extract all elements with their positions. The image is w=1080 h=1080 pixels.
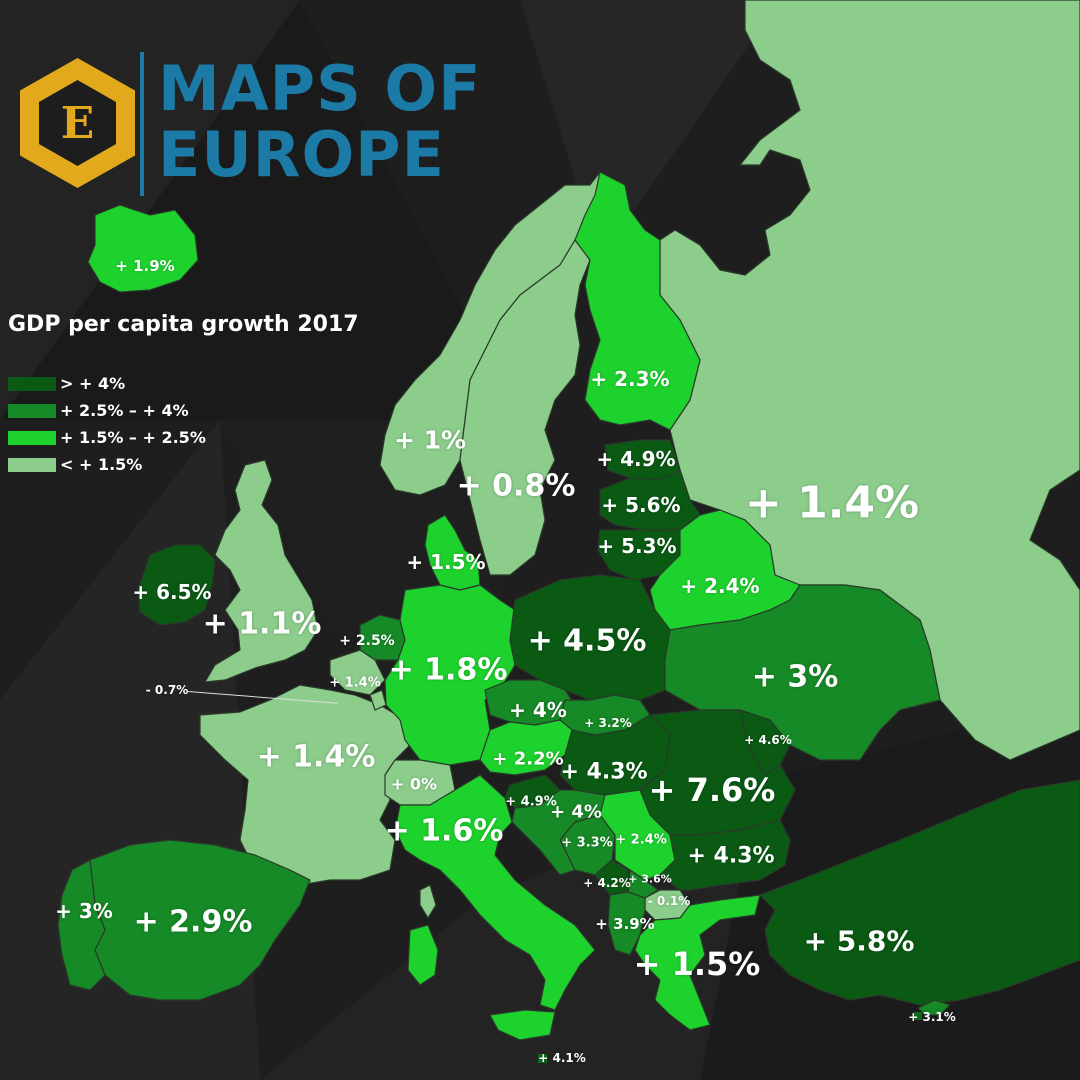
label-belgium: + 1.4%: [329, 675, 381, 691]
label-hungary: + 4.3%: [560, 759, 648, 785]
country-sweden: [459, 239, 591, 576]
label-lithuania: + 5.3%: [597, 534, 677, 558]
country-bulgaria: [659, 819, 791, 891]
label-czech-republic: + 4%: [509, 698, 567, 722]
country-belgium: [329, 649, 386, 696]
logo-title-line2: EUROPE: [158, 118, 445, 191]
island-corsica: [419, 884, 437, 919]
label-russia: + 1.4%: [744, 477, 920, 529]
label-greece: + 1.5%: [633, 945, 761, 983]
country-finland: [574, 171, 701, 431]
label-romania: + 7.6%: [648, 771, 776, 809]
label-luxembourg: - 0.7%: [145, 683, 189, 697]
label-estonia: + 4.9%: [596, 447, 676, 471]
label-moldova: + 4.6%: [744, 733, 792, 747]
legend-swatch: [8, 376, 56, 391]
label-netherlands: + 2.5%: [339, 633, 395, 649]
legend: > + 4% + 2.5% – + 4% + 1.5% – + 2.5% < + 1.…: [8, 370, 206, 478]
legend-label: < + 1.5%: [60, 455, 143, 474]
label-portugal: + 3%: [55, 899, 113, 923]
label-slovenia: + 4.9%: [505, 794, 557, 810]
legend-label: > + 4%: [60, 374, 126, 393]
legend-item: + 1.5% – + 2.5%: [8, 424, 206, 451]
label-north-macedonia: - 0.1%: [647, 894, 691, 908]
label-cyprus: + 3.1%: [908, 1010, 956, 1024]
label-denmark: + 1.5%: [406, 550, 486, 574]
label-malta: + 4.1%: [538, 1051, 586, 1065]
cyprus-marker: [914, 1012, 922, 1020]
logo-emblem-letter: E: [61, 98, 95, 149]
country-poland: [509, 574, 671, 701]
logo-title-line1: MAPS OF: [158, 52, 482, 125]
label-austria: + 2.2%: [492, 748, 564, 770]
label-poland: + 4.5%: [527, 623, 647, 659]
label-switzerland: + 0%: [390, 774, 438, 794]
country-turkey: [759, 779, 1080, 1006]
label-bulgaria: + 4.3%: [687, 843, 775, 869]
legend-swatch: [8, 430, 56, 445]
country-ireland: [137, 544, 216, 626]
label-france: + 1.4%: [256, 739, 376, 775]
label-united-kingdom: + 1.1%: [202, 606, 322, 642]
map-title: GDP per capita growth 2017: [8, 312, 359, 337]
label-montenegro: + 4.2%: [583, 876, 631, 890]
country-iceland: [87, 204, 199, 293]
label-latvia: + 5.6%: [601, 493, 681, 517]
country-portugal: [57, 859, 106, 991]
label-belarus: + 2.4%: [680, 574, 760, 598]
logo-hex-inner: [39, 80, 116, 166]
country-united-kingdom: [204, 459, 319, 683]
label-turkey: + 5.8%: [803, 924, 915, 958]
island-sardinia: [407, 924, 439, 986]
label-italy: + 1.6%: [384, 813, 504, 849]
label-norway: + 1%: [393, 425, 467, 455]
label-spain: + 2.9%: [133, 904, 253, 940]
legend-item: < + 1.5%: [8, 451, 206, 478]
label-slovakia: + 3.2%: [584, 716, 632, 730]
label-albania: + 3.9%: [595, 915, 655, 933]
label-bosnia-and-herzegovina: + 3.3%: [561, 835, 613, 851]
label-ireland: + 6.5%: [132, 580, 212, 604]
label-sweden: + 0.8%: [456, 468, 576, 504]
island-sicily: [489, 1009, 556, 1041]
legend-swatch: [8, 457, 56, 472]
label-ukraine: + 3%: [751, 659, 839, 695]
label-germany: + 1.8%: [388, 652, 508, 688]
logo-divider: [140, 52, 144, 196]
logo-hexagon-icon: E: [20, 58, 135, 188]
country-montenegro: [594, 859, 629, 896]
country-bosnia-and-herzegovina: [559, 814, 616, 876]
malta-marker: [538, 1054, 547, 1063]
label-serbia: + 2.4%: [615, 832, 667, 848]
country-italy: [394, 774, 596, 1011]
country-greece: [634, 894, 761, 1031]
legend-label: + 1.5% – + 2.5%: [60, 428, 206, 447]
label-kosovo: + 3.6%: [628, 872, 672, 886]
legend-swatch: [8, 403, 56, 418]
legend-item: + 2.5% – + 4%: [8, 397, 206, 424]
country-serbia: [599, 789, 676, 881]
country-cyprus: [917, 999, 951, 1016]
label-croatia: + 4%: [550, 801, 602, 823]
label-finland: + 2.3%: [590, 367, 670, 391]
legend-label: + 2.5% – + 4%: [60, 401, 189, 420]
legend-item: > + 4%: [8, 370, 206, 397]
country-france: [199, 684, 411, 886]
label-iceland: + 1.9%: [115, 257, 175, 275]
